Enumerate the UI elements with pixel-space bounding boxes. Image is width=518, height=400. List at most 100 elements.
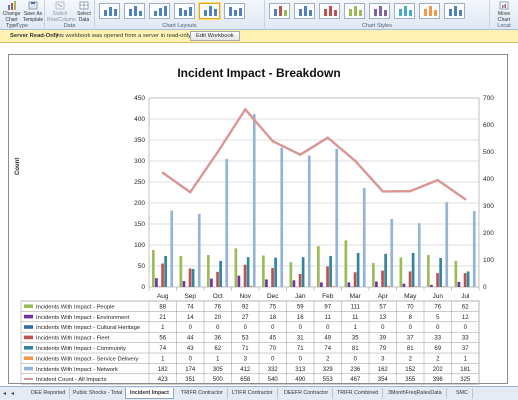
- bar: [427, 255, 430, 287]
- switch-row-column-button[interactable]: Switch Row/Column: [47, 1, 76, 23]
- line-point: [244, 108, 247, 111]
- table-cell: 490: [295, 377, 306, 383]
- x-tick-label: May: [404, 293, 417, 300]
- save-as-template-button[interactable]: Save As Template: [22, 1, 44, 23]
- y2-tick-label: 0: [483, 284, 487, 291]
- table-cell: 56: [159, 336, 166, 342]
- bar: [191, 268, 195, 287]
- ribbon-group-chart-layouts: Chart Layouts: [95, 0, 265, 30]
- bar: [164, 255, 167, 287]
- y-tick-label: 300: [134, 158, 145, 165]
- bar: [243, 264, 247, 287]
- table-cell: 74: [159, 346, 166, 352]
- table-cell: 35: [352, 336, 359, 342]
- line-point: [299, 153, 302, 156]
- table-cell: 329: [323, 367, 334, 373]
- bar: [246, 257, 250, 287]
- bar: [344, 240, 348, 287]
- bar: [332, 286, 336, 287]
- chart-style-thumb[interactable]: [319, 3, 340, 19]
- chart-style-thumb[interactable]: [269, 3, 290, 19]
- x-tick-label: Jan: [295, 293, 306, 300]
- chart-style-thumb[interactable]: [444, 3, 465, 19]
- table-cell: 3: [381, 356, 385, 362]
- table-cell: 8: [409, 315, 413, 321]
- line-point: [161, 171, 164, 174]
- table-cell: 39: [379, 336, 386, 342]
- chart-layout-thumb[interactable]: [224, 3, 245, 19]
- chart-area[interactable]: Incident Impact - Breakdown Count 0 50 100…: [8, 54, 508, 385]
- bar: [445, 202, 449, 287]
- chart-title: Incident Impact - Breakdown: [177, 66, 341, 80]
- y-tick-label: 0: [141, 284, 145, 291]
- chart-layout-thumb[interactable]: [149, 3, 170, 19]
- table-cell: 81: [407, 346, 414, 352]
- table-cell: 500: [213, 377, 224, 383]
- table-cell: 0: [381, 325, 385, 331]
- y2-tick-label: 500: [483, 149, 494, 156]
- legend-key: [24, 346, 33, 350]
- table-cell: 97: [324, 304, 331, 310]
- legend-entry: Incidents With Impact - Environment: [36, 315, 129, 321]
- table-cell: 18: [269, 315, 276, 321]
- chart-layout-thumb[interactable]: [174, 3, 195, 19]
- read-only-notice-bar: Server Read-Only This workbook was opene…: [0, 30, 518, 43]
- table-cell: 57: [379, 304, 386, 310]
- table-cell: 74: [187, 304, 194, 310]
- bar: [439, 258, 442, 287]
- notice-title: Server Read-Only: [10, 33, 59, 39]
- line-point: [436, 178, 439, 182]
- move-chart-button[interactable]: Move Chart: [492, 1, 516, 23]
- chart-type-icon: [7, 1, 16, 10]
- line-point: [381, 190, 384, 193]
- table-cell: 49: [324, 336, 331, 342]
- sheet-tab[interactable]: TRIFR Combined: [333, 388, 384, 399]
- table-cell: 3: [244, 356, 248, 362]
- sheet-tab[interactable]: DEE Reported: [27, 388, 71, 399]
- table-cell: 1: [216, 356, 220, 362]
- bar: [320, 282, 323, 287]
- tab-scroll-prev-icon[interactable]: ◂: [11, 391, 15, 397]
- chart-layout-thumb-selected[interactable]: [199, 3, 220, 19]
- sheet-tab[interactable]: LTIFR Contractor: [228, 388, 278, 399]
- table-cell: 305: [213, 367, 224, 373]
- sheet-tab-active[interactable]: Incident Impact: [125, 388, 174, 399]
- table-cell: 5: [436, 315, 440, 321]
- table-cell: 467: [350, 377, 361, 383]
- table-cell: 0: [464, 325, 468, 331]
- y2-tick-label: 600: [483, 122, 494, 129]
- sheet-tab[interactable]: SMC: [452, 388, 473, 399]
- bar: [454, 260, 458, 287]
- bar: [170, 210, 174, 287]
- chart-layout-thumb[interactable]: [99, 3, 120, 19]
- edit-workbook-button[interactable]: Edit Workbook: [190, 31, 240, 41]
- table-cell: 21: [159, 315, 166, 321]
- table-cell: 181: [460, 367, 471, 373]
- chart-style-thumb[interactable]: [394, 3, 415, 19]
- move-chart-icon: [499, 1, 509, 10]
- bar: [362, 187, 366, 287]
- bar: [384, 253, 387, 287]
- table-cell: 0: [354, 356, 358, 362]
- chart-style-thumb[interactable]: [419, 3, 440, 19]
- sheet-tab[interactable]: TRIFR Contractor: [177, 388, 228, 399]
- chart-layout-thumb[interactable]: [124, 3, 145, 19]
- x-tick-label: Aug: [157, 293, 169, 300]
- legend-key: [24, 314, 33, 319]
- table-cell: 75: [269, 304, 276, 310]
- table-cell: 36: [214, 336, 221, 342]
- x-tick-label: Jun: [433, 293, 444, 300]
- bar: [399, 257, 403, 287]
- sheet-tab[interactable]: DEEFR Contractor: [280, 388, 334, 399]
- table-cell: 13: [379, 315, 386, 321]
- sheet-tab[interactable]: Public Shocks - Total: [69, 388, 128, 399]
- table-cell: 0: [299, 356, 303, 362]
- chart-style-thumb[interactable]: [369, 3, 390, 19]
- chart-style-thumb[interactable]: [344, 3, 365, 19]
- change-chart-type-button[interactable]: Change Chart Type: [1, 1, 22, 29]
- chart-style-thumb[interactable]: [294, 3, 315, 19]
- tab-scroll-first-icon[interactable]: ◂: [3, 391, 7, 397]
- select-data-button[interactable]: Select Data: [74, 1, 94, 23]
- bar: [249, 285, 253, 287]
- sheet-tab[interactable]: 3MonthFreqRatesData: [384, 388, 447, 399]
